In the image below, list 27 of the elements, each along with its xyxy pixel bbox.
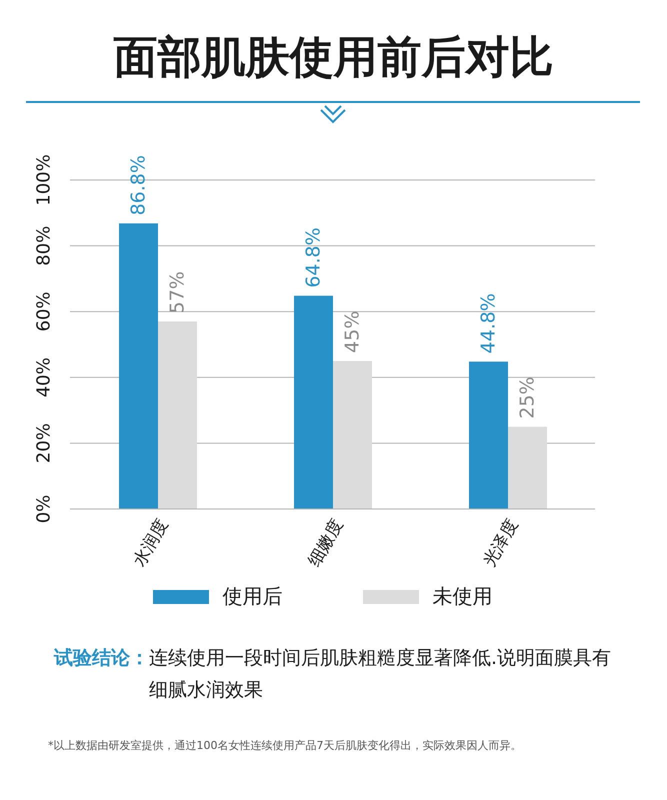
data-label: 25%	[516, 376, 538, 419]
legend-label: 使用后	[222, 583, 282, 610]
data-label: 57%	[166, 271, 188, 314]
bar	[508, 426, 547, 509]
data-label: 45%	[342, 310, 364, 353]
text: 试验结论：	[54, 646, 149, 671]
bar	[469, 362, 508, 509]
chart-title: 面部肌肤使用前后对比	[112, 31, 554, 85]
x-tick-label: 水润度	[129, 516, 172, 570]
data-label: 44.8%	[478, 293, 500, 354]
x-tick-label: 细嫩度	[304, 516, 348, 570]
text: *以上数据由研发室提供，通过100名女性连续使用产品7天后肌肤变化得出，实际效果因人而异。	[48, 738, 522, 753]
legend-label: 未使用	[432, 583, 492, 610]
x-tick-label: 光泽度	[479, 516, 522, 570]
y-tick-label: 100%	[34, 154, 54, 206]
bar	[294, 296, 333, 509]
y-tick-label: 80%	[34, 226, 54, 266]
bar	[119, 223, 158, 509]
data-label: 64.8%	[302, 227, 324, 288]
y-tick-label: 60%	[34, 292, 54, 332]
y-tick-label: 20%	[34, 423, 54, 464]
y-tick-label: 40%	[34, 357, 54, 398]
y-tick-label: 0%	[34, 494, 54, 524]
bar	[333, 360, 372, 509]
data-label: 86.8%	[128, 155, 150, 216]
text: 连续使用一段时间后肌肤粗糙度显著降低.说明面膜具有细腻水润效果	[149, 646, 612, 703]
bar	[158, 321, 197, 509]
